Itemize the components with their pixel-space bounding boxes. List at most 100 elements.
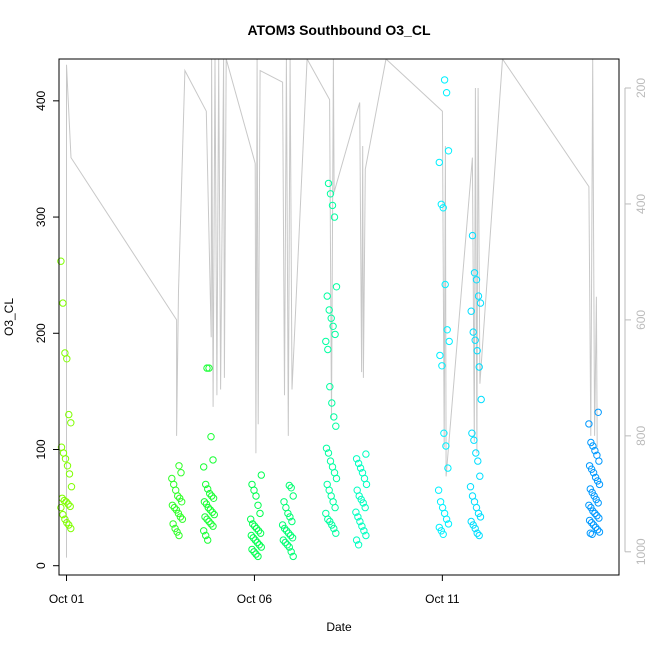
data-point <box>360 527 368 535</box>
data-point <box>286 513 294 521</box>
data-point <box>175 462 183 470</box>
data-point <box>434 486 443 494</box>
data-point <box>330 413 338 421</box>
data-point <box>328 201 337 210</box>
data-point <box>255 541 263 549</box>
data-point <box>175 531 183 540</box>
data-point <box>354 541 363 549</box>
data-point <box>476 513 485 521</box>
data-point <box>288 517 296 526</box>
data-point <box>205 517 213 526</box>
y-axis-right: 200 400 600 800 1000 <box>624 78 648 565</box>
data-point <box>207 520 215 528</box>
data-point <box>323 292 331 300</box>
data-points-layer <box>57 76 604 561</box>
y-axis-left: 0 100 200 300 400 <box>34 91 59 569</box>
data-point <box>469 328 477 336</box>
data-point <box>444 520 453 528</box>
data-point <box>435 158 443 167</box>
data-point <box>289 492 297 500</box>
data-point <box>593 512 601 520</box>
data-point <box>169 520 177 528</box>
data-point <box>252 550 260 558</box>
data-point <box>352 508 360 516</box>
data-point <box>332 422 340 430</box>
data-point <box>257 543 265 551</box>
data-point <box>444 147 453 155</box>
data-point <box>256 509 264 518</box>
data-point <box>328 399 336 407</box>
data-point <box>174 492 182 500</box>
data-point <box>281 538 289 547</box>
data-point <box>67 483 76 491</box>
data-point <box>254 552 262 561</box>
data-point <box>331 503 339 512</box>
data-point <box>443 326 451 334</box>
data-point <box>593 526 602 534</box>
data-point <box>204 485 212 493</box>
data-point <box>253 538 261 547</box>
data-point <box>57 503 65 512</box>
data-point <box>252 492 260 500</box>
data-point <box>354 459 363 468</box>
data-point <box>287 548 295 556</box>
data-point <box>442 515 451 523</box>
data-point <box>591 509 599 518</box>
data-point <box>332 474 341 483</box>
data-point <box>249 534 258 542</box>
y2-tick-label: 200 <box>634 78 648 98</box>
data-point <box>589 442 597 450</box>
data-point <box>476 299 485 307</box>
data-point <box>67 524 75 533</box>
data-point <box>207 433 215 441</box>
data-point <box>247 531 256 540</box>
data-point <box>589 521 598 529</box>
data-point <box>472 276 481 284</box>
data-point <box>205 364 213 372</box>
x-tick-label: Oct 01 <box>49 592 85 606</box>
data-point <box>587 519 596 527</box>
data-point <box>586 485 594 493</box>
data-point <box>67 419 75 427</box>
data-point <box>64 500 72 508</box>
data-point <box>475 363 483 371</box>
data-point <box>287 484 295 492</box>
data-point <box>66 502 74 511</box>
data-point <box>252 524 261 533</box>
data-point <box>203 515 211 523</box>
data-point <box>63 462 72 470</box>
data-point <box>442 442 450 450</box>
data-point <box>324 449 333 457</box>
data-point <box>437 527 445 535</box>
data-point <box>202 500 211 508</box>
data-point <box>178 515 187 523</box>
data-point <box>65 470 74 478</box>
data-point <box>468 231 477 240</box>
data-point <box>468 429 476 437</box>
data-point <box>473 529 481 537</box>
data-point <box>442 89 451 97</box>
y-axis-label: O3_CL <box>2 298 16 336</box>
data-point <box>476 472 484 480</box>
data-point <box>474 457 482 465</box>
data-point <box>440 76 449 84</box>
data-point <box>248 545 256 554</box>
data-point <box>285 543 293 551</box>
data-point <box>209 494 218 502</box>
data-point <box>587 503 595 512</box>
y2-tick-label: 1000 <box>634 538 648 565</box>
data-point <box>61 515 69 523</box>
data-point <box>177 469 185 477</box>
data-point <box>332 283 341 291</box>
data-point <box>586 529 594 537</box>
data-point <box>472 449 480 457</box>
data-point <box>250 548 258 556</box>
data-point <box>178 498 186 506</box>
data-point <box>63 355 71 363</box>
y-tick-label: 200 <box>34 323 48 343</box>
data-point <box>589 507 597 515</box>
data-point <box>288 534 297 542</box>
data-point <box>208 492 216 500</box>
data-point <box>322 337 330 346</box>
